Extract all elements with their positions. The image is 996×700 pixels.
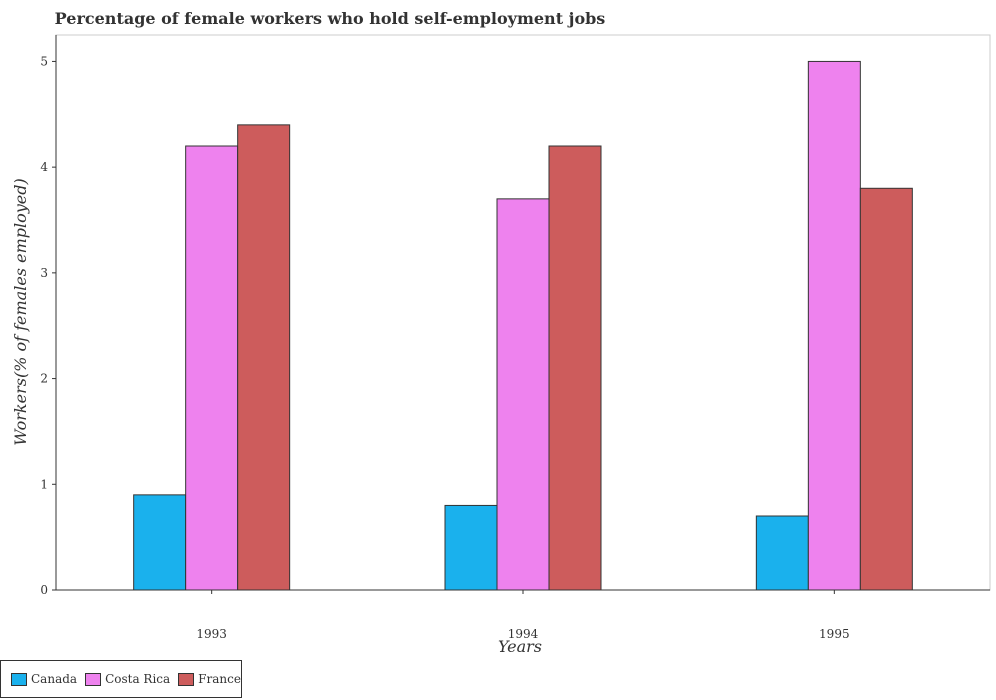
y-tick-label: 3 xyxy=(40,266,48,280)
x-tick-label: 1993 xyxy=(196,627,227,641)
bar-costa-rica-1994 xyxy=(496,198,550,591)
x-tick-label: 1995 xyxy=(819,627,850,641)
y-tick-label: 5 xyxy=(40,54,48,68)
bar-france-1995 xyxy=(859,187,913,591)
y-tick-label: 1 xyxy=(40,477,48,491)
legend-item: France xyxy=(178,672,241,686)
legend: Canada Costa Rica France xyxy=(0,660,242,698)
bar-canada-1993 xyxy=(133,494,187,591)
bar-costa-rica-1993 xyxy=(185,145,239,591)
bar-france-1993 xyxy=(237,124,291,591)
bar-canada-1995 xyxy=(755,515,809,591)
bar-costa-rica-1995 xyxy=(807,60,861,591)
y-axis-title: Workers(% of females employed) xyxy=(11,178,30,445)
legend-item: Costa Rica xyxy=(85,672,170,686)
legend-label: France xyxy=(198,672,241,686)
bar-france-1994 xyxy=(548,145,602,591)
x-axis-title: Years xyxy=(498,637,542,656)
chart-title: Percentage of female workers who hold se… xyxy=(55,9,606,28)
legend-swatch xyxy=(11,672,27,686)
y-tick-label: 2 xyxy=(40,372,48,386)
y-tick-label: 0 xyxy=(40,583,48,597)
legend-label: Costa Rica xyxy=(105,672,171,686)
legend-swatch xyxy=(178,672,195,686)
legend-label: Canada xyxy=(31,672,78,686)
x-tick-label: 1994 xyxy=(508,627,539,641)
legend-item: Canada xyxy=(11,672,77,686)
plot-area: 0 1 2 3 4 5 1993 1994 1995 xyxy=(40,34,991,641)
legend-swatch xyxy=(85,672,102,686)
bar-canada-1994 xyxy=(444,504,498,591)
y-tick-label: 4 xyxy=(40,160,48,174)
